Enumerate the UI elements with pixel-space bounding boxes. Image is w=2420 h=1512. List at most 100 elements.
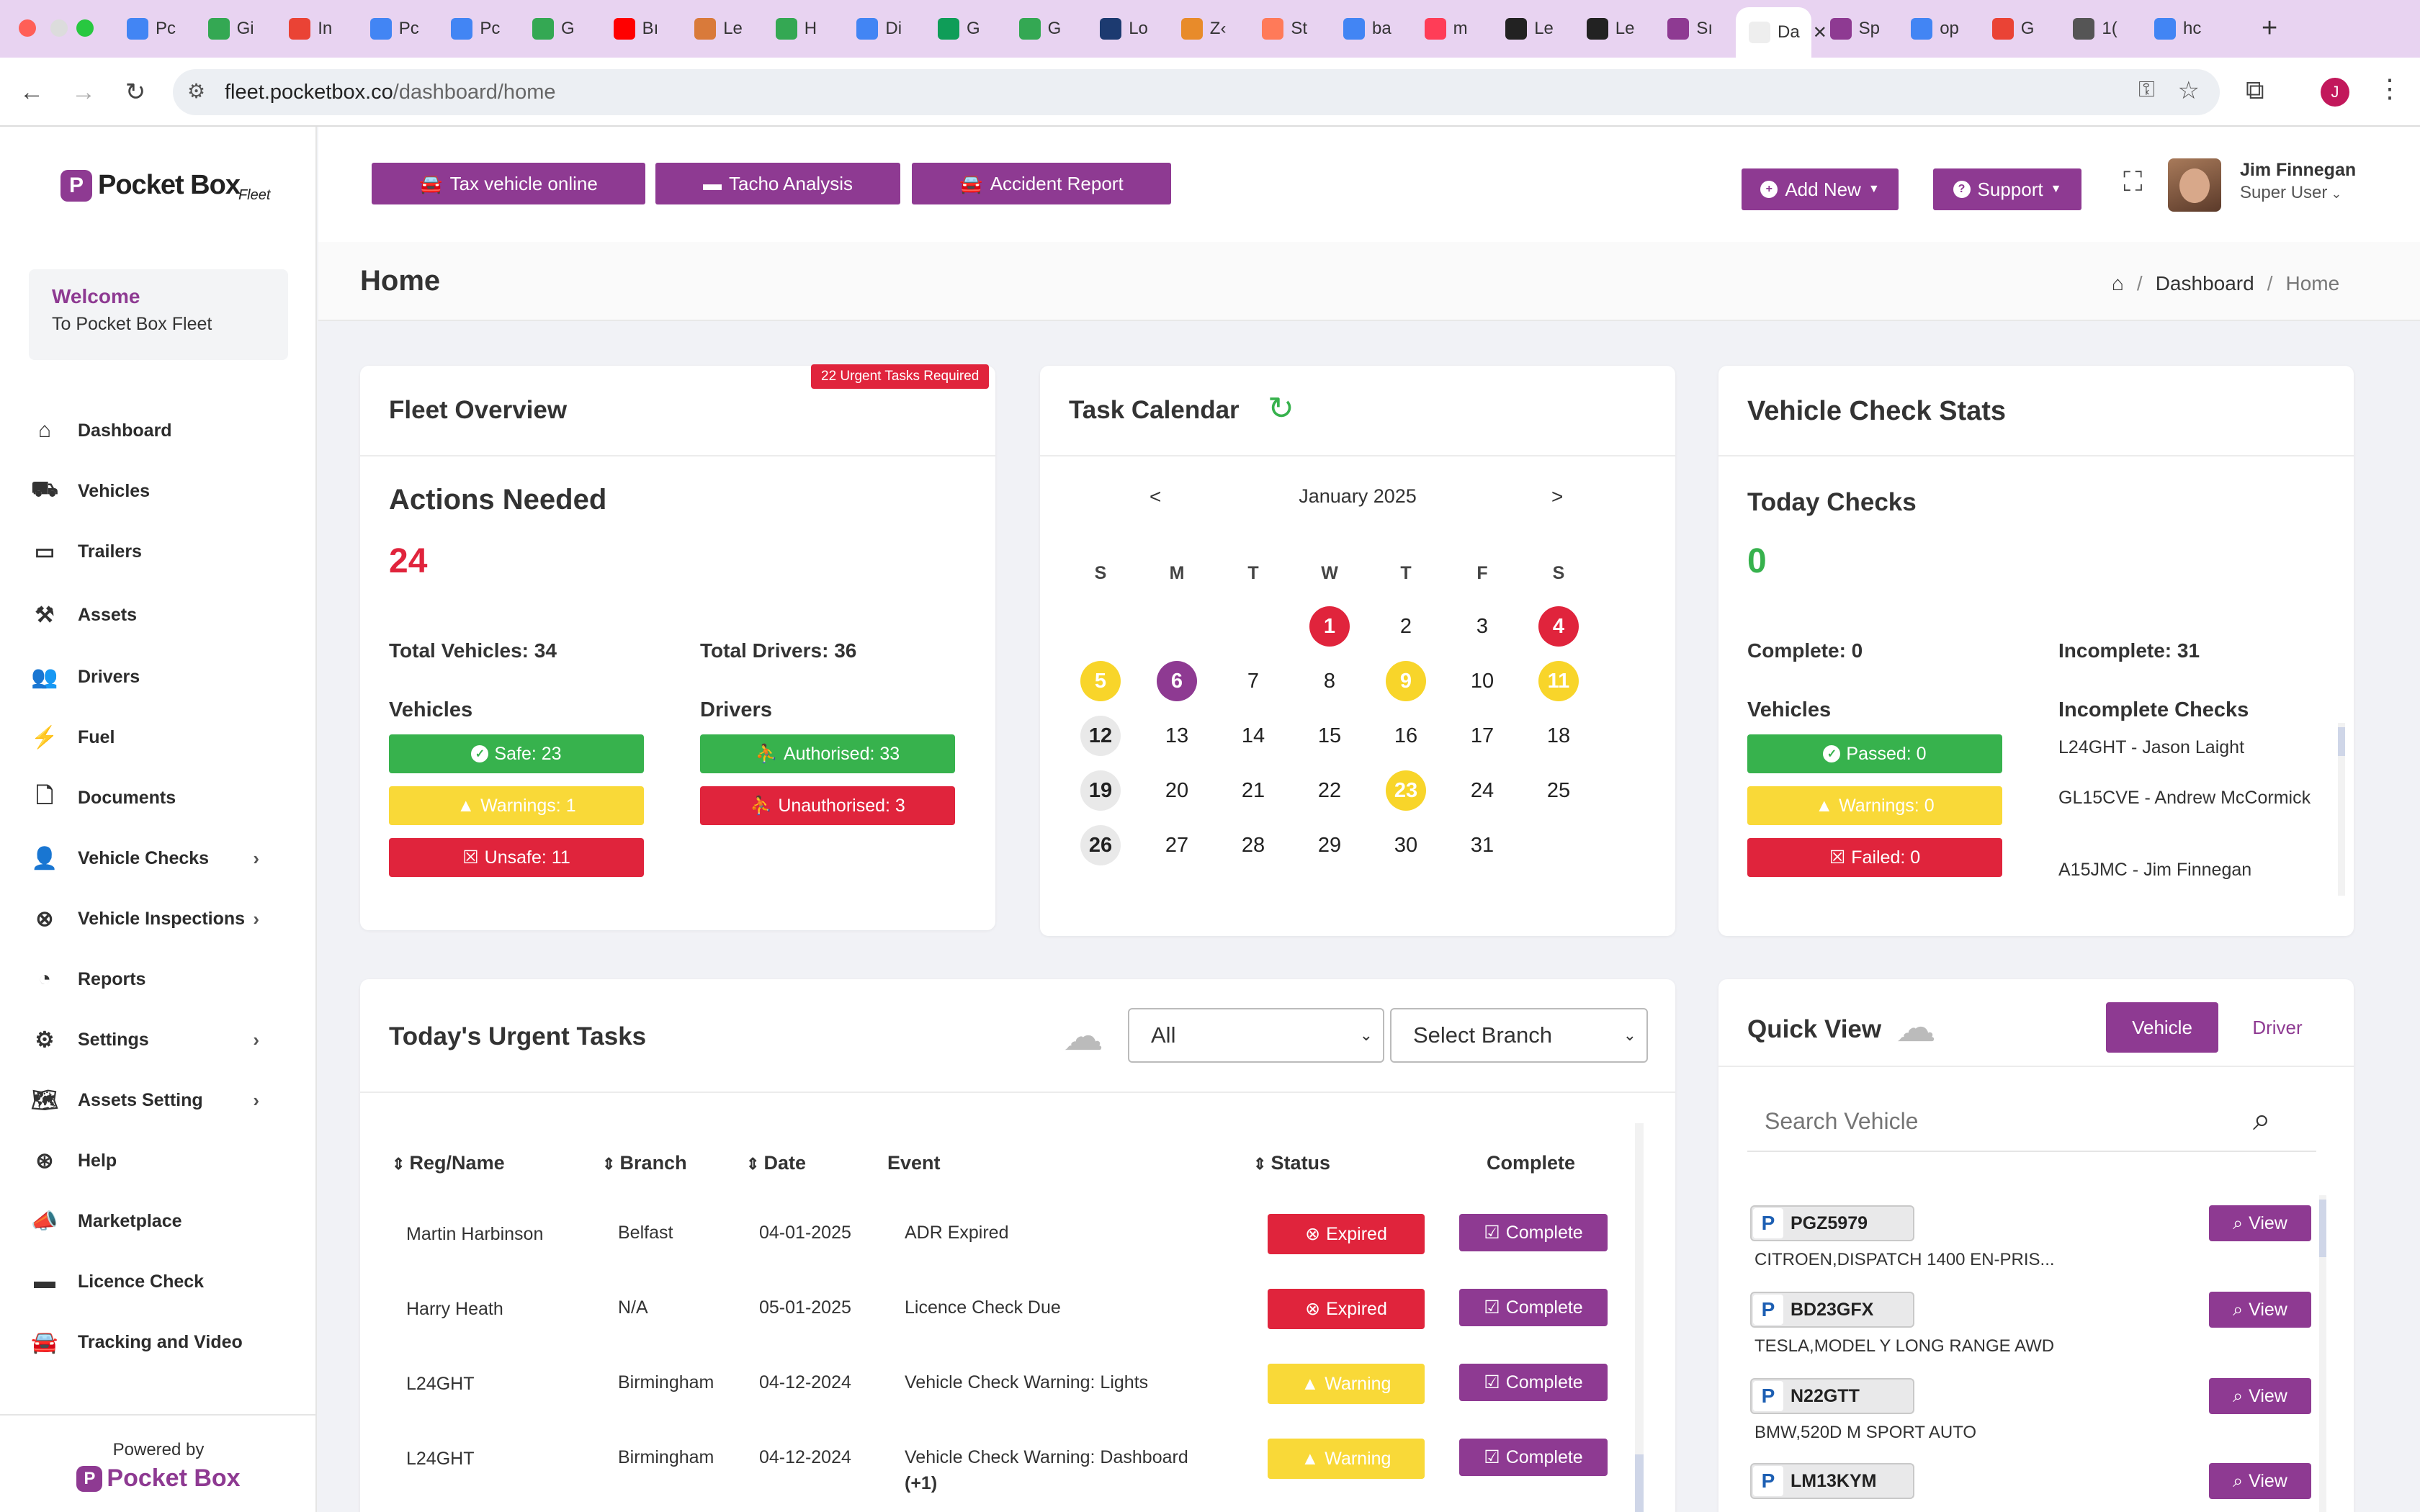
calendar-day[interactable]: 24 [1470, 778, 1494, 802]
sidebar-item-vehicle-checks[interactable]: 👤 Vehicle Checks › [29, 837, 281, 880]
view-vehicle-button[interactable]: ⌕ View [2209, 1292, 2311, 1328]
address-bar[interactable]: ⚙ fleet.pocketbox.co/dashboard/home ⚿ ☆ [173, 69, 2220, 115]
browser-tab[interactable]: Bı [601, 10, 676, 48]
calendar-day[interactable]: 31 [1470, 833, 1494, 857]
browser-tab[interactable]: G [925, 10, 1000, 48]
bookmark-star-icon[interactable]: ☆ [2177, 77, 2200, 104]
calendar-day[interactable]: 23 [1386, 770, 1426, 811]
browser-tab[interactable]: Le [1492, 10, 1568, 48]
sidebar-item-fuel[interactable]: ⚡ Fuel [29, 716, 281, 759]
sidebar-item-assets-setting[interactable]: 🗺 Assets Setting › [29, 1079, 281, 1122]
close-tab-icon[interactable]: ✕ [1812, 22, 1827, 42]
calendar-day[interactable]: 18 [1546, 724, 1571, 747]
incomplete-check-item[interactable]: A15JMC - Jim Finnegan [2058, 860, 2252, 880]
incomplete-check-item[interactable]: L24GHT - Jason Laight [2058, 737, 2245, 757]
pocket-box-logo[interactable]: P Pocket Box Fleet [60, 167, 270, 204]
calendar-day[interactable]: 7 [1247, 669, 1260, 693]
sidebar-item-tracking-and-video[interactable]: 🚘 Tracking and Video [29, 1320, 281, 1364]
vehicle-reg-plate[interactable]: P LM13KYM [1750, 1463, 1914, 1499]
close-window-button[interactable] [19, 19, 36, 37]
table-row[interactable]: Martin Harbinson Belfast 04-01-2025 ADR Exp… [360, 1202, 1628, 1274]
unauthorised-drivers-pill[interactable]: ⛹ Unauthorised: 3 [700, 786, 955, 825]
col-branch[interactable]: ⇕ Branch [602, 1152, 687, 1174]
calendar-day[interactable]: 15 [1317, 724, 1342, 747]
reload-icon[interactable]: ↻ [125, 78, 146, 106]
calendar-day[interactable]: 12 [1080, 716, 1121, 756]
calendar-day[interactable]: 3 [1476, 614, 1489, 638]
calendar-prev-button[interactable]: < [1150, 485, 1162, 508]
view-vehicle-button[interactable]: ⌕ View [2209, 1463, 2311, 1499]
calendar-day[interactable]: 30 [1394, 833, 1418, 857]
browser-tab[interactable]: G [1979, 10, 2055, 48]
calendar-day[interactable]: 9 [1386, 661, 1426, 701]
calendar-day[interactable]: 2 [1399, 614, 1412, 638]
table-row[interactable]: L24GHT Birmingham 04-12-2024 Vehicle Check … [360, 1352, 1628, 1424]
complete-button[interactable]: ☑ Complete [1459, 1214, 1608, 1251]
browser-tab[interactable]: Sı [1654, 10, 1730, 48]
calendar-day[interactable]: 8 [1323, 669, 1336, 693]
accident-report-button[interactable]: 🚘 Accident Report [912, 163, 1171, 204]
breadcrumb-home-icon[interactable]: ⌂ [2112, 272, 2124, 294]
vehicle-reg-plate[interactable]: P PGZ5979 [1750, 1205, 1914, 1241]
calendar-day[interactable]: 20 [1165, 778, 1189, 802]
calendar-day[interactable]: 11 [1538, 661, 1579, 701]
calendar-day[interactable]: 1 [1309, 606, 1350, 647]
vehicle-reg-plate[interactable]: P N22GTT [1750, 1378, 1914, 1414]
sidebar-item-licence-check[interactable]: ▬ Licence Check [29, 1260, 281, 1303]
calendar-day[interactable]: 6 [1157, 661, 1197, 701]
calendar-day[interactable]: 13 [1165, 724, 1189, 747]
authorised-drivers-pill[interactable]: ⛹ Authorised: 33 [700, 734, 955, 773]
calendar-day[interactable]: 4 [1538, 606, 1579, 647]
quick-view-tab-driver[interactable]: Driver [2252, 1016, 2303, 1038]
sidebar-item-help[interactable]: ⊛ Help [29, 1139, 281, 1182]
complete-button[interactable]: ☑ Complete [1459, 1289, 1608, 1326]
incomplete-scrollbar[interactable] [2338, 723, 2345, 896]
browser-tab[interactable]: G [519, 10, 595, 48]
col-status[interactable]: ⇕ Status [1253, 1152, 1330, 1174]
failed-pill[interactable]: ☒ Failed: 0 [1747, 838, 2002, 877]
calendar-day[interactable]: 14 [1241, 724, 1265, 747]
calendar-day[interactable]: 17 [1470, 724, 1494, 747]
support-button[interactable]: ? Support ▼ [1933, 168, 2081, 210]
browser-tab[interactable]: Pc [357, 10, 433, 48]
browser-tab[interactable]: Da ✕ [1736, 7, 1827, 58]
browser-tab[interactable]: hc [2141, 10, 2217, 48]
sidebar-item-marketplace[interactable]: 📣 Marketplace [29, 1200, 281, 1243]
refresh-icon[interactable]: ↻ [1268, 391, 1294, 426]
breadcrumb-dashboard[interactable]: Dashboard [2155, 272, 2254, 294]
browser-tab[interactable]: Pc [438, 10, 514, 48]
calendar-day[interactable]: 21 [1241, 778, 1265, 802]
user-role[interactable]: Super User ⌄ [2240, 183, 2341, 203]
password-key-icon[interactable]: ⚿ [2138, 78, 2155, 102]
calendar-day[interactable]: 25 [1546, 778, 1571, 802]
status-badge[interactable]: ▲ Warning [1268, 1439, 1425, 1479]
vehicle-reg-plate[interactable]: P BD23GFX [1750, 1292, 1914, 1328]
search-vehicle-input[interactable] [1747, 1092, 2316, 1152]
tax-vehicle-button[interactable]: 🚘 Tax vehicle online [372, 163, 645, 204]
status-badge[interactable]: ▲ Warning [1268, 1364, 1425, 1404]
browser-tab[interactable]: H [763, 10, 838, 48]
view-vehicle-button[interactable]: ⌕ View [2209, 1205, 2311, 1241]
status-badge[interactable]: ⊗ Expired [1268, 1214, 1425, 1254]
incomplete-check-item[interactable]: GL15CVE - Andrew McCormick [2058, 788, 2311, 808]
warnings-pill[interactable]: ▲ Warnings: 0 [1747, 786, 2002, 825]
warning-vehicles-pill[interactable]: ▲ Warnings: 1 [389, 786, 644, 825]
calendar-day[interactable]: 16 [1394, 724, 1418, 747]
calendar-day[interactable]: 29 [1317, 833, 1342, 857]
cloud-download-icon[interactable]: ☁ [1896, 1004, 1936, 1050]
browser-tab[interactable]: Le [1574, 10, 1649, 48]
sidebar-item-dashboard[interactable]: ⌂ Dashboard [29, 409, 281, 452]
sidebar-item-settings[interactable]: ⚙ Settings › [29, 1018, 281, 1061]
browser-tab[interactable]: m [1412, 10, 1487, 48]
extensions-icon[interactable]: ⧉ [2246, 75, 2264, 104]
view-vehicle-button[interactable]: ⌕ View [2209, 1378, 2311, 1414]
browser-menu-icon[interactable]: ⋮ [2377, 73, 2403, 103]
fullscreen-icon[interactable]: ⛶ [2123, 167, 2143, 197]
calendar-day[interactable]: 27 [1165, 833, 1189, 857]
browser-tab[interactable]: ba [1330, 10, 1406, 48]
calendar-day[interactable]: 22 [1317, 778, 1342, 802]
passed-pill[interactable]: ✓ Passed: 0 [1747, 734, 2002, 773]
complete-button[interactable]: ☑ Complete [1459, 1439, 1608, 1476]
forward-icon[interactable]: → [71, 78, 96, 106]
calendar-day[interactable]: 19 [1080, 770, 1121, 811]
